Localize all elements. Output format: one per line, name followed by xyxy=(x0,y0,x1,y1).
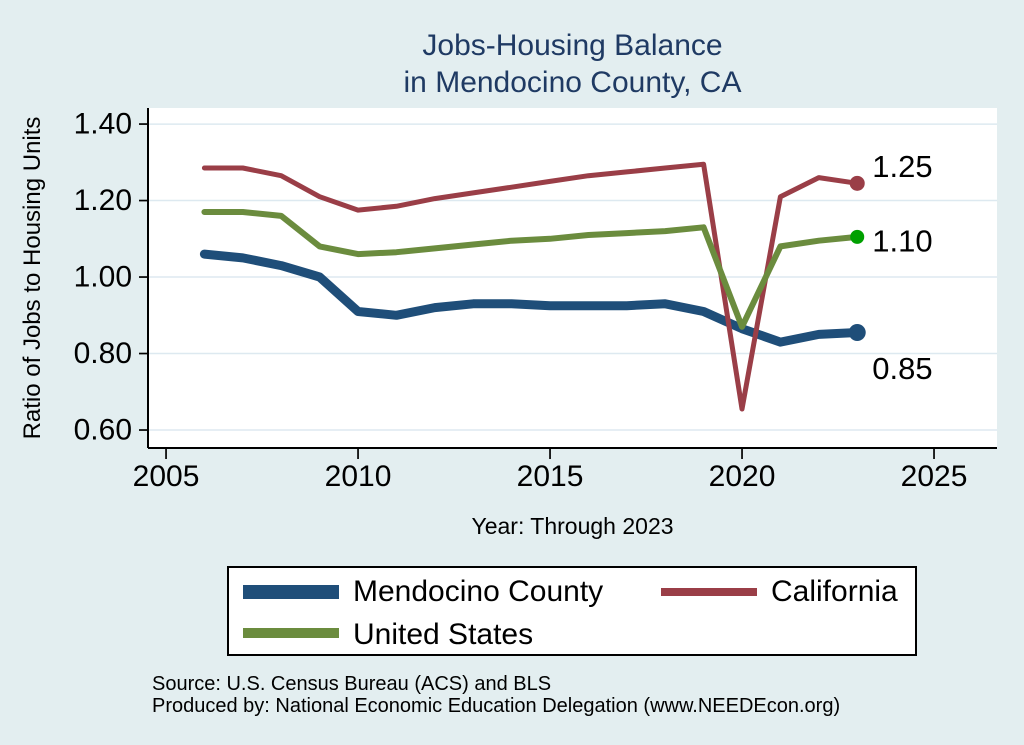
y-tick-label: 0.60 xyxy=(74,414,132,447)
chart-title-line1: Jobs-Housing Balance xyxy=(422,29,723,62)
series-end-dot-california xyxy=(849,175,865,191)
series-line-california xyxy=(201,161,860,412)
chart-title: Jobs-Housing Balance in Mendocino County… xyxy=(148,27,997,101)
x-tick-label: 2005 xyxy=(133,460,200,493)
chart-title-line2: in Mendocino County, CA xyxy=(403,66,742,99)
footnotes: Source: U.S. Census Bureau (ACS) and BLS… xyxy=(152,673,840,717)
legend-swatch-california xyxy=(661,588,757,596)
plot-area xyxy=(148,108,997,448)
series-line-mendocino-county xyxy=(199,249,862,347)
x-tick-label: 2020 xyxy=(709,460,776,493)
series-end-label-mendocino-county: 0.85 xyxy=(872,351,932,386)
y-tick-label: 0.80 xyxy=(74,337,132,370)
x-tick-label: 2010 xyxy=(325,460,392,493)
legend-label-california: California xyxy=(771,575,898,608)
x-axis-title: Year: Through 2023 xyxy=(471,513,674,539)
legend-label-united-states: United States xyxy=(353,618,534,651)
series-end-dot-mendocino-county xyxy=(848,323,866,341)
y-tick-label: 1.20 xyxy=(74,184,132,217)
legend-label-mendocino-county: Mendocino County xyxy=(353,575,604,608)
x-tick-label: 2015 xyxy=(517,460,584,493)
legend-swatch-united-states xyxy=(243,628,339,638)
produced-by-line: Produced by: National Economic Education… xyxy=(152,695,841,717)
y-axis-title: Ratio of Jobs to Housing Units xyxy=(19,116,46,440)
legend: Mendocino County California United State… xyxy=(227,566,917,656)
series-line-united-states xyxy=(201,209,861,330)
legend-swatch-mendocino-county xyxy=(243,585,339,599)
y-tick-label: 1.00 xyxy=(74,261,132,294)
x-tick-label: 2025 xyxy=(901,460,968,493)
series-end-label-california: 1.25 xyxy=(872,149,932,184)
source-line: Source: U.S. Census Bureau (ACS) and BLS xyxy=(152,673,552,695)
series-end-dot-united-states xyxy=(850,229,865,244)
series-end-label-united-states: 1.10 xyxy=(872,223,932,258)
y-tick-label: 1.40 xyxy=(74,108,132,141)
